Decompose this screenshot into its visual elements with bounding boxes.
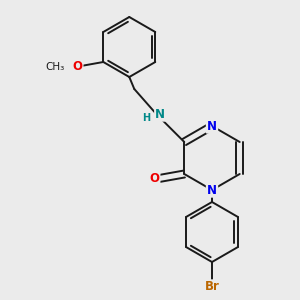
Text: Br: Br <box>205 280 219 293</box>
Text: N: N <box>207 184 217 196</box>
Text: O: O <box>72 61 82 74</box>
Text: H: H <box>142 113 150 123</box>
Text: O: O <box>149 172 159 185</box>
Text: N: N <box>155 107 165 121</box>
Text: CH₃: CH₃ <box>46 62 65 72</box>
Text: N: N <box>207 119 217 133</box>
